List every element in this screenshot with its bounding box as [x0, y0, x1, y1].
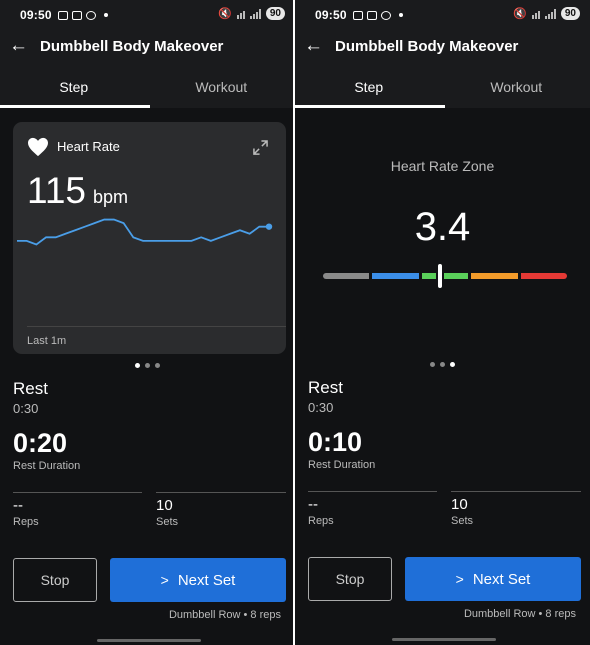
signal-icon — [249, 8, 261, 19]
reps-divider — [13, 492, 142, 493]
mute-icon: 🔇 — [513, 8, 527, 20]
step-title: Rest — [308, 378, 343, 397]
status-time: 09:50 — [315, 8, 347, 22]
page-dot[interactable] — [145, 363, 150, 368]
status-bar: 09:50 🔇 90 — [0, 0, 295, 30]
tab-step[interactable]: Step — [354, 78, 384, 95]
next-exercise-caption: Dumbbell Row • 8 reps — [463, 608, 576, 620]
next-set-label: Next Set — [472, 570, 531, 588]
tab-workout[interactable]: Workout — [195, 78, 248, 95]
gamepad-icon — [367, 10, 377, 20]
rest-duration-label: Rest Duration — [308, 459, 376, 471]
step-title: Rest — [13, 379, 48, 398]
heart-rate-zone-value: 3.4 — [414, 205, 471, 249]
heart-rate-line — [17, 218, 269, 246]
page-title: Dumbbell Body Makeover — [335, 38, 519, 55]
page-dot[interactable] — [135, 363, 140, 368]
status-time: 09:50 — [20, 8, 52, 22]
stop-button[interactable]: Stop — [13, 558, 97, 602]
app-bar: ← Dumbbell Body Makeover — [0, 30, 295, 65]
back-arrow-icon[interactable]: ← — [304, 35, 323, 56]
signal-icon — [544, 8, 556, 19]
tab-step[interactable]: Step — [59, 78, 89, 95]
chevron-right-icon: > — [455, 571, 464, 587]
zone-segment-4 — [471, 273, 518, 279]
active-tab-indicator — [295, 105, 445, 108]
sync-icon — [86, 10, 96, 20]
app-bar: ← Dumbbell Body Makeover — [295, 30, 590, 65]
heart-rate-zone-gauge — [323, 264, 567, 288]
gamepad-icon — [72, 10, 82, 20]
reps-label: Reps — [13, 516, 39, 528]
notification-icon — [353, 10, 363, 20]
screen-right: 09:50 🔇 90 ← Dumbbell Body Makeover Step… — [295, 0, 590, 645]
home-indicator[interactable] — [392, 638, 496, 641]
sets-divider — [451, 491, 581, 492]
step-target-time: 0:30 — [308, 400, 334, 415]
sync-icon — [381, 10, 391, 20]
sets-label: Sets — [451, 515, 474, 527]
zone-segment-3 — [421, 273, 469, 279]
zone-segment-1 — [323, 273, 370, 279]
reps-divider — [308, 491, 437, 492]
tab-workout[interactable]: Workout — [490, 78, 543, 95]
battery-indicator: 90 — [560, 7, 580, 20]
zone-segment-5 — [520, 273, 567, 279]
rest-duration-value: 0:20 — [13, 428, 68, 458]
heart-rate-unit: bpm — [93, 187, 129, 207]
heart-icon — [28, 137, 48, 157]
heart-rate-label: Heart Rate — [57, 139, 120, 154]
next-set-label: Next Set — [177, 571, 236, 589]
next-set-button[interactable]: > Next Set — [405, 557, 581, 601]
next-set-button[interactable]: > Next Set — [110, 558, 286, 602]
sets-value: 10 — [156, 497, 173, 514]
battery-indicator: 90 — [265, 7, 285, 20]
page-dot[interactable] — [440, 362, 445, 367]
reps-value: -- — [308, 496, 318, 513]
rest-duration-label: Rest Duration — [13, 460, 81, 472]
chart-baseline — [27, 326, 286, 327]
heart-rate-current-point — [265, 223, 273, 230]
home-indicator[interactable] — [97, 639, 201, 642]
next-exercise-caption: Dumbbell Row • 8 reps — [168, 609, 281, 621]
screen-left: 09:50 🔇 90 ← Dumbbell Body Makeover Step… — [0, 0, 295, 645]
zone-segment-2 — [372, 273, 419, 279]
chart-range-label: Last 1m — [27, 335, 67, 347]
status-bar: 09:50 🔇 90 — [295, 0, 590, 30]
notification-icon — [58, 10, 68, 20]
chevron-right-icon: > — [160, 572, 169, 588]
screenshot-divider — [293, 0, 295, 645]
wifi-icon — [236, 9, 245, 19]
wifi-icon — [531, 9, 540, 19]
mute-icon: 🔇 — [218, 8, 232, 20]
heart-rate-zone-label: Heart Rate Zone — [390, 158, 495, 174]
reps-value: -- — [13, 497, 23, 514]
tab-bar: Step Workout — [0, 65, 295, 108]
reps-label: Reps — [308, 515, 334, 527]
more-notifications-icon — [399, 13, 403, 17]
heart-rate-sparkline — [17, 218, 273, 246]
page-dot[interactable] — [450, 362, 455, 367]
page-title: Dumbbell Body Makeover — [40, 38, 224, 55]
page-indicator — [0, 363, 295, 368]
more-notifications-icon — [104, 13, 108, 17]
page-indicator — [295, 362, 590, 367]
active-tab-indicator — [0, 105, 150, 108]
heart-rate-value: 115 — [27, 170, 86, 211]
zone-marker — [438, 264, 443, 288]
sets-divider — [156, 492, 286, 493]
expand-icon[interactable] — [253, 140, 268, 155]
sets-label: Sets — [156, 516, 179, 528]
heart-rate-card[interactable]: Heart Rate 115 bpm Last 1m — [13, 122, 286, 354]
sets-value: 10 — [451, 496, 468, 513]
tab-bar: Step Workout — [295, 65, 590, 108]
rest-duration-value: 0:10 — [308, 427, 363, 457]
step-target-time: 0:30 — [13, 401, 39, 416]
page-dot[interactable] — [430, 362, 435, 367]
page-dot[interactable] — [155, 363, 160, 368]
back-arrow-icon[interactable]: ← — [9, 35, 28, 56]
stop-button[interactable]: Stop — [308, 557, 392, 601]
